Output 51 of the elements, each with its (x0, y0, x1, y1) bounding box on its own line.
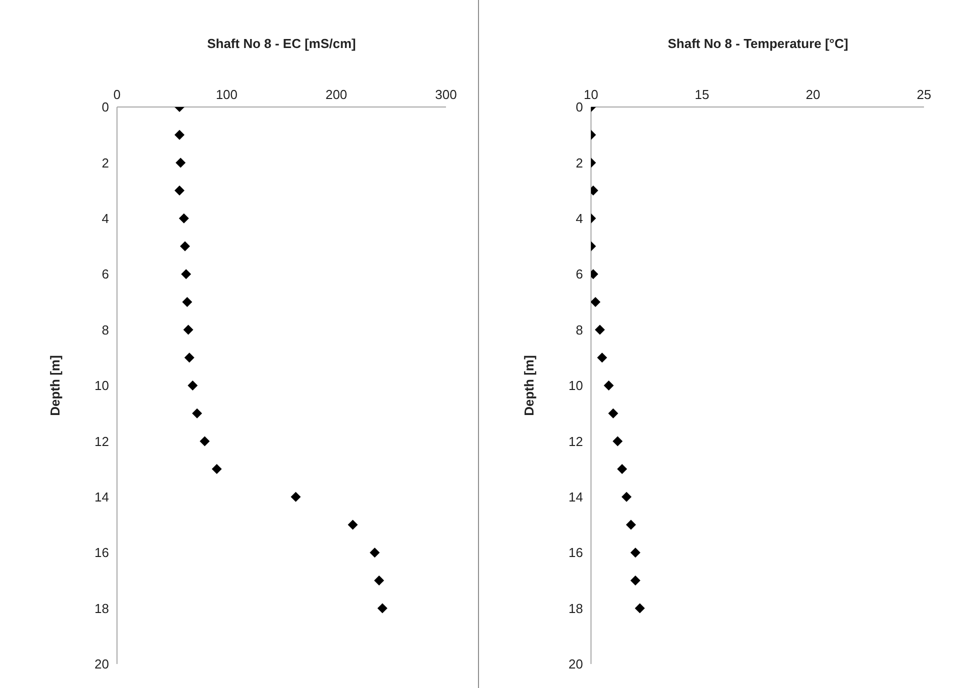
y-tick-label: 2 (102, 155, 109, 170)
y-tick-label: 4 (576, 211, 583, 226)
y-tick-label: 0 (576, 100, 583, 115)
point (181, 269, 192, 280)
point (184, 352, 194, 363)
point (370, 548, 380, 558)
point (174, 130, 185, 140)
x-tick-label: 0 (113, 87, 121, 102)
point (377, 603, 388, 614)
point (348, 520, 358, 530)
x-tick-label: 200 (325, 87, 348, 102)
chart-title: Shaft No 8 - Temperature [°C] (666, 36, 850, 51)
point (212, 464, 222, 474)
y-tick-label: 2 (576, 155, 583, 170)
y-tick-label: 16 (94, 545, 109, 560)
point (183, 324, 194, 335)
point (374, 575, 384, 586)
point (188, 380, 198, 390)
y-tick-label: 6 (576, 266, 583, 282)
x-tick-label: 25 (916, 87, 932, 102)
x-tick-label: 100 (216, 87, 238, 102)
chart-title: Shaft No 8 - EC [mS/cm] (206, 36, 357, 51)
y-tick-label: 8 (576, 322, 583, 338)
y-tick-label: 6 (102, 266, 109, 282)
point (180, 241, 190, 252)
y-tick-label: 18 (568, 600, 583, 616)
y-axis-title: Depth [m] (48, 355, 63, 416)
y-tick-label: 16 (568, 545, 583, 560)
y-tick-label: 18 (94, 600, 109, 616)
y-tick-label: 4 (102, 211, 109, 226)
point (290, 492, 301, 502)
point (200, 436, 210, 446)
x-tick-label: 300 (435, 87, 457, 102)
y-tick-label: 10 (94, 378, 109, 394)
point (178, 213, 189, 224)
y-tick-label: 14 (94, 490, 109, 505)
y-tick-label: 20 (568, 656, 583, 672)
point (174, 186, 185, 196)
y-tick-label: 0 (102, 100, 109, 115)
y-tick-label: 8 (102, 322, 109, 338)
y-tick-label: 12 (568, 434, 583, 449)
y-tick-label: 14 (568, 490, 583, 505)
y-tick-label: 20 (94, 656, 109, 672)
y-tick-label: 12 (94, 434, 109, 449)
x-tick-label: 15 (694, 87, 710, 102)
y-axis-title: Depth [m] (522, 355, 537, 416)
point (176, 158, 186, 168)
point (182, 296, 192, 307)
y-tick-label: 10 (568, 378, 583, 394)
x-tick-label: 20 (806, 87, 820, 102)
point (192, 408, 202, 418)
